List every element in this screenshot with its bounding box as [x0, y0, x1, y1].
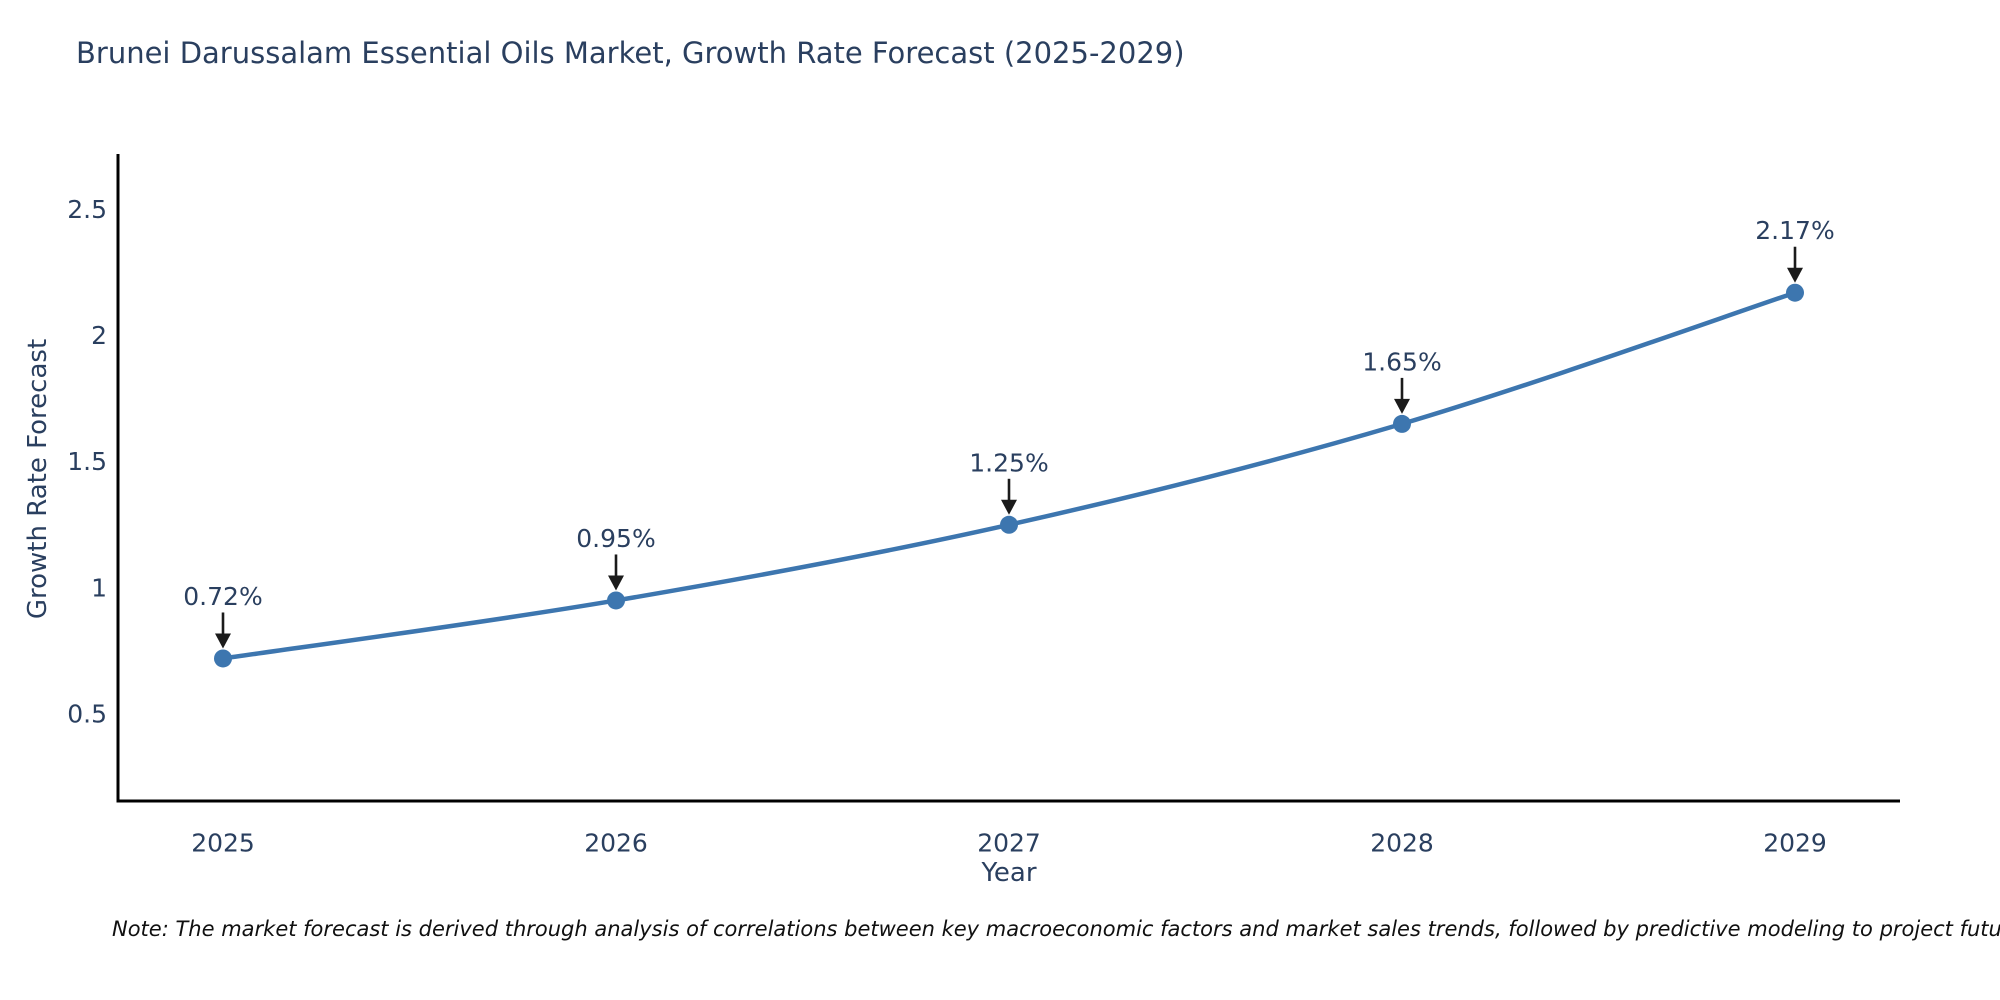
data-point-label: 1.25% — [969, 448, 1048, 477]
y-tick-label: 1.5 — [67, 447, 107, 476]
annotation-arrowhead — [215, 633, 231, 649]
y-tick-label: 2 — [91, 321, 107, 350]
x-axis-title: Year — [981, 858, 1037, 888]
data-point-label: 2.17% — [1755, 216, 1834, 245]
data-point-marker — [214, 649, 232, 668]
annotation-arrowhead — [608, 575, 624, 591]
annotation-arrowhead — [1001, 499, 1017, 515]
data-point-marker — [1000, 515, 1018, 534]
chart-title: Brunei Darussalam Essential Oils Market,… — [76, 36, 1185, 70]
data-point-label: 1.65% — [1362, 347, 1441, 376]
annotation-arrowhead — [1394, 398, 1410, 414]
annotation-arrowhead — [1787, 267, 1803, 283]
x-tick-label: 2026 — [584, 828, 648, 857]
y-tick-label: 1 — [91, 573, 107, 602]
data-point-label: 0.72% — [183, 582, 262, 611]
x-tick-label: 2027 — [977, 828, 1041, 857]
chart-footnote: Note: The market forecast is derived thr… — [112, 917, 2000, 941]
x-tick-label: 2025 — [191, 828, 255, 857]
y-tick-label: 2.5 — [67, 195, 107, 224]
data-point-marker — [607, 591, 625, 610]
x-tick-label: 2028 — [1370, 828, 1434, 857]
data-point-label: 0.95% — [576, 524, 655, 553]
data-point-marker — [1393, 414, 1411, 433]
x-tick-label: 2029 — [1763, 828, 1827, 857]
data-point-marker — [1786, 283, 1804, 302]
y-tick-label: 0.5 — [67, 699, 107, 728]
